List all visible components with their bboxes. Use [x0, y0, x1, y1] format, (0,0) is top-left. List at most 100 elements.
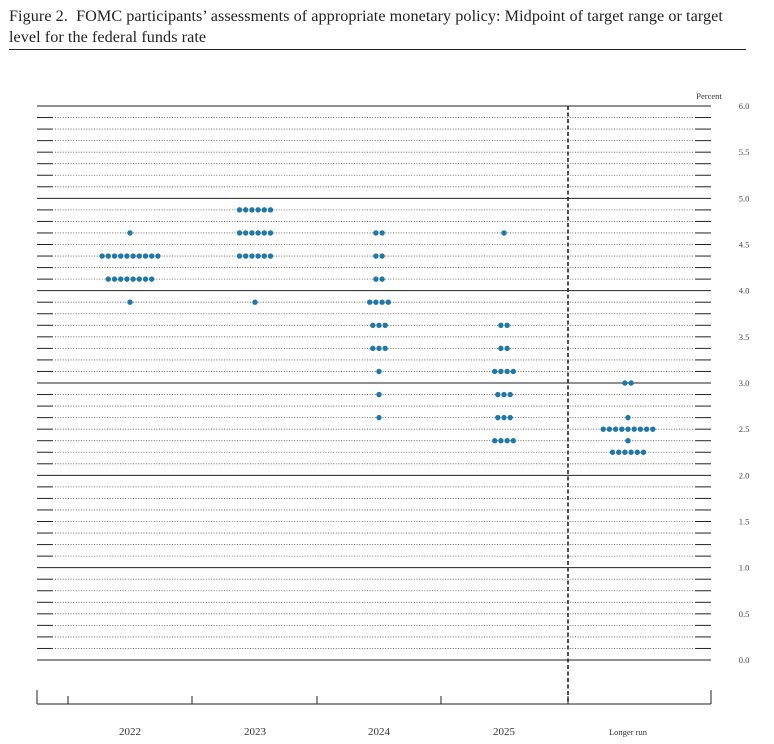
participant-dot	[637, 426, 644, 432]
participant-dot	[379, 253, 385, 259]
participant-dot	[373, 230, 379, 236]
participant-dot	[619, 426, 625, 432]
y-tick-label: 6.0	[739, 101, 750, 111]
participant-dot	[255, 230, 261, 236]
participant-dot	[127, 299, 133, 305]
participant-dot	[373, 299, 379, 305]
participant-dot	[118, 276, 124, 282]
participant-dot	[118, 253, 124, 259]
figure-title-text: FOMC participants’ assessments of approp…	[9, 7, 723, 46]
participant-dot	[498, 438, 504, 444]
x-category-label: 2022	[119, 726, 141, 738]
participant-dot	[149, 253, 155, 259]
participant-dot	[376, 414, 382, 421]
participant-dot	[379, 230, 385, 236]
y-tick-label: 4.5	[739, 240, 750, 250]
participant-dot	[149, 276, 155, 282]
participant-dot	[628, 449, 634, 455]
participant-dot	[267, 253, 274, 259]
figure-number: Figure 2.	[9, 7, 68, 25]
participant-dot	[142, 253, 149, 259]
participant-dot	[504, 438, 510, 444]
participant-dot	[643, 426, 650, 432]
participant-dot	[622, 449, 628, 455]
participant-dot	[376, 345, 382, 352]
participant-dot	[504, 345, 510, 352]
participant-dot	[600, 426, 606, 432]
participant-dot	[612, 426, 619, 432]
participant-dot	[261, 207, 267, 213]
y-tick-label: 2.0	[739, 470, 750, 480]
participant-dot	[625, 426, 631, 432]
participant-dot	[373, 253, 379, 259]
participant-dot	[261, 230, 267, 236]
participant-dot	[498, 345, 504, 352]
participant-dot	[492, 438, 498, 444]
participant-dot	[236, 230, 243, 236]
participant-dot	[111, 276, 118, 282]
participant-dot	[376, 391, 382, 398]
participant-dot	[510, 438, 516, 444]
participant-dot	[267, 207, 274, 213]
participant-dot	[616, 449, 622, 455]
participant-dot	[255, 207, 261, 213]
participant-dot	[625, 438, 631, 444]
participant-dot	[504, 368, 510, 375]
participant-dot	[111, 253, 118, 259]
participant-dot	[105, 276, 112, 282]
y-tick-label: 3.5	[739, 332, 750, 342]
participant-dot	[127, 230, 133, 236]
participant-dot	[606, 426, 613, 432]
participant-dot	[249, 253, 255, 259]
participant-dot	[136, 253, 142, 259]
participant-dot	[625, 414, 631, 421]
participant-dot	[249, 230, 255, 236]
participant-dot	[498, 368, 504, 375]
participant-dot	[501, 230, 507, 236]
participant-dot	[634, 449, 640, 455]
participant-dot	[492, 368, 498, 375]
participant-dot	[370, 322, 376, 328]
x-category-label: 2025	[493, 726, 516, 738]
participant-dot	[382, 345, 388, 352]
y-tick-label: 4.0	[739, 286, 750, 296]
participant-dot	[370, 345, 376, 352]
participant-dot	[650, 426, 656, 432]
x-category-label: 2024	[368, 726, 391, 738]
participant-dot	[236, 207, 243, 213]
y-tick-label: 2.5	[739, 424, 750, 434]
participant-dot	[255, 253, 261, 259]
participant-dot	[631, 426, 637, 432]
participant-dot	[379, 299, 385, 305]
participant-dot	[498, 322, 504, 328]
participant-dot	[622, 380, 628, 386]
participant-dot	[640, 449, 647, 455]
participant-dot	[124, 253, 130, 259]
participant-dot	[130, 253, 136, 259]
participant-dot	[385, 299, 391, 305]
participant-dot	[376, 322, 382, 328]
participant-dot	[243, 253, 249, 259]
participant-dot	[105, 253, 112, 259]
x-category-label: Longer run	[609, 727, 648, 737]
participant-dot	[261, 253, 267, 259]
y-tick-label: 1.0	[739, 563, 750, 573]
participant-dot	[510, 368, 516, 375]
participant-dot	[501, 391, 507, 398]
participant-dot	[236, 253, 243, 259]
participant-dot	[501, 414, 507, 421]
participant-dot	[628, 380, 634, 386]
participant-dot	[367, 299, 373, 305]
labels-layer: 0.0 0.5 1.0 1.5 2.0 2.5 3.0 3.5 4.0 4.5 5.0 5.5 6.0 P…	[119, 91, 749, 738]
participant-dot	[124, 276, 130, 282]
participant-dot	[504, 322, 510, 328]
participant-dot	[609, 449, 616, 455]
participant-dot	[155, 253, 161, 259]
axis-layer	[36, 106, 712, 705]
figure-title: Figure 2. FOMC participants’ assessments…	[9, 6, 749, 48]
participant-dot	[495, 391, 501, 398]
participant-dot	[379, 276, 385, 282]
participant-dot	[507, 391, 513, 398]
y-tick-label: 5.5	[739, 147, 750, 157]
